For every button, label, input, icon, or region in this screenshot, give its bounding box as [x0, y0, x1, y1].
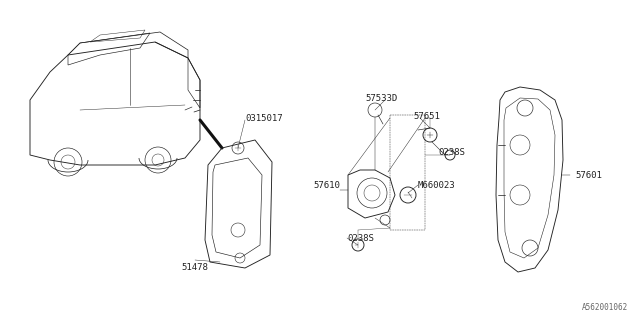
- Text: 0238S: 0238S: [347, 234, 374, 243]
- Text: 57610: 57610: [313, 180, 340, 189]
- Text: 57651: 57651: [413, 111, 440, 121]
- Text: 0315017: 0315017: [245, 114, 283, 123]
- Text: 0238S: 0238S: [438, 148, 465, 156]
- Text: A562001062: A562001062: [582, 303, 628, 312]
- Text: 51478: 51478: [182, 263, 209, 273]
- Text: 57533D: 57533D: [366, 93, 398, 102]
- Text: M660023: M660023: [418, 180, 456, 189]
- Text: 57601: 57601: [575, 171, 602, 180]
